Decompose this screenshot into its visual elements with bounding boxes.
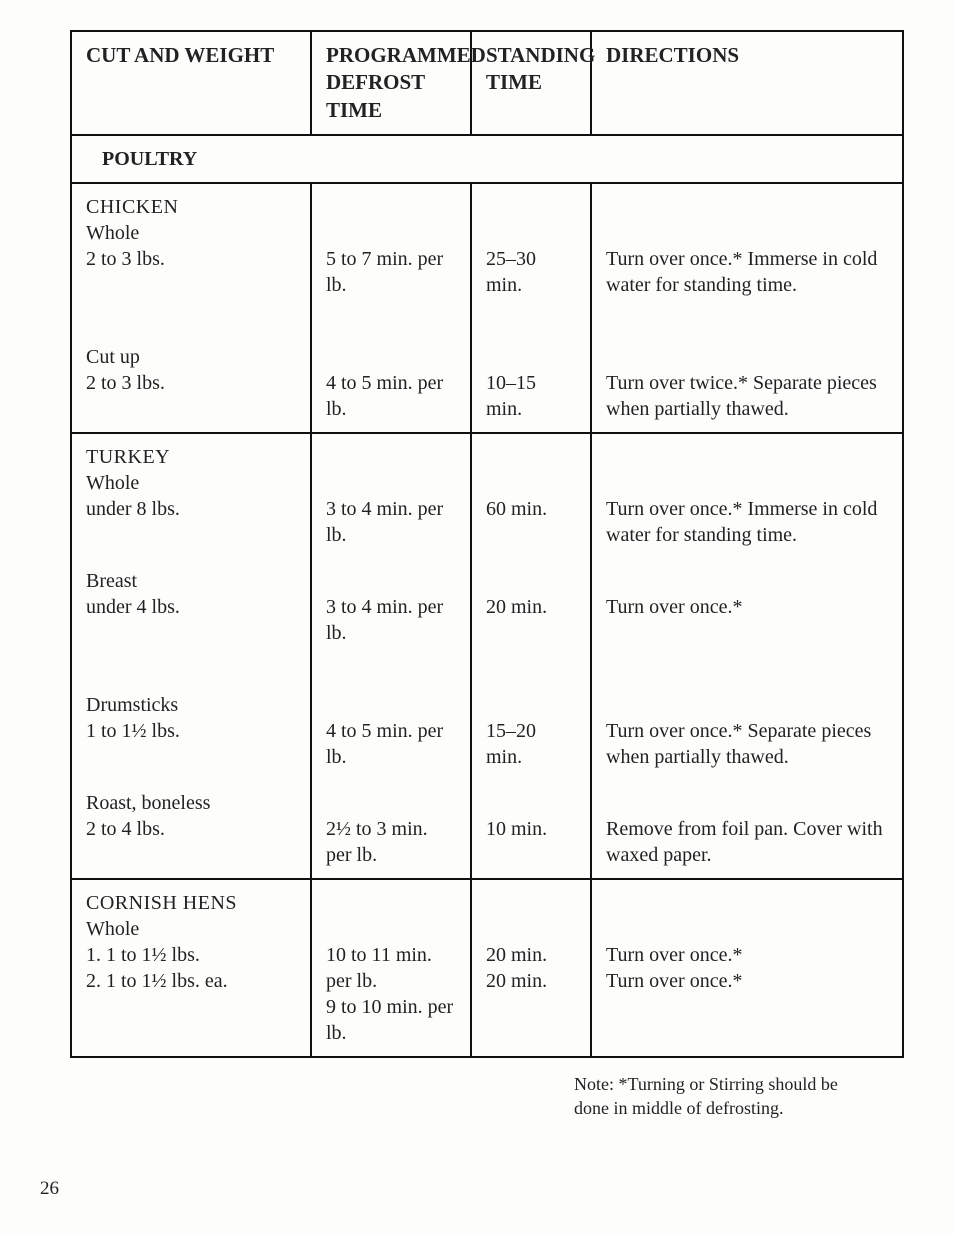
header-defrost-line1: PROGRAMMED	[326, 43, 486, 67]
directions-cell: Turn over once.*	[591, 558, 903, 656]
header-defrost: PROGRAMMED DEFROST TIME	[311, 31, 471, 135]
table-row: CHICKEN Whole 2 to 3 lbs. 5 to 7 min. pe…	[71, 183, 903, 308]
standing-value: 10 min.	[486, 818, 547, 840]
directions-text: Turn over once.* Separate pieces when pa…	[606, 720, 871, 768]
table-row: TURKEY Whole under 8 lbs. 3 to 4 min. pe…	[71, 433, 903, 558]
item-weight: 2 to 3 lbs.	[86, 248, 165, 270]
standing-value-2: 20 min.	[486, 970, 547, 992]
standing-cell: 20 min.	[471, 558, 591, 656]
directions-cell: Turn over once.* Immerse in cold water f…	[591, 433, 903, 558]
cut-cell: Cut up 2 to 3 lbs.	[71, 308, 311, 433]
footnote: Note: *Turning or Stirring should be don…	[574, 1072, 844, 1121]
directions-cell: Turn over twice.* Separate pieces when p…	[591, 308, 903, 433]
defrost-value: 4 to 5 min. per lb.	[326, 372, 443, 420]
item-name: Cut up	[86, 346, 140, 368]
directions-cell: Remove from foil pan. Cover with waxed p…	[591, 780, 903, 879]
table-row: CORNISH HENS Whole 1. 1 to 1½ lbs. 2. 1 …	[71, 879, 903, 1057]
item-weight: 2 to 4 lbs.	[86, 818, 165, 840]
header-defrost-line2: DEFROST TIME	[326, 70, 425, 121]
table-row: Breast under 4 lbs. 3 to 4 min. per lb. …	[71, 558, 903, 656]
cut-cell: CHICKEN Whole 2 to 3 lbs.	[71, 183, 311, 308]
defrost-value: 4 to 5 min. per lb.	[326, 720, 443, 768]
defrost-cell: 4 to 5 min. per lb.	[311, 656, 471, 780]
item-weight: under 4 lbs.	[86, 596, 180, 618]
standing-cell: 25–30 min.	[471, 183, 591, 308]
header-standing-line2: TIME	[486, 70, 542, 94]
directions-text: Remove from foil pan. Cover with waxed p…	[606, 818, 883, 866]
item-weight: 1 to 1½ lbs.	[86, 720, 180, 742]
cut-cell: Drumsticks 1 to 1½ lbs.	[71, 656, 311, 780]
standing-value: 25–30 min.	[486, 248, 536, 296]
section-label: POULTRY	[71, 135, 903, 183]
item-name: Drumsticks	[86, 694, 178, 716]
directions-text: Turn over once.* Immerse in cold water f…	[606, 498, 877, 546]
table-row: Drumsticks 1 to 1½ lbs. 4 to 5 min. per …	[71, 656, 903, 780]
defrost-value-1: 10 to 11 min. per lb.	[326, 944, 432, 992]
item-name: Whole	[86, 472, 139, 494]
defrost-cell: 10 to 11 min. per lb. 9 to 10 min. per l…	[311, 879, 471, 1057]
item-name: Whole	[86, 222, 139, 244]
cut-cell: Roast, boneless 2 to 4 lbs.	[71, 780, 311, 879]
directions-text: Turn over twice.* Separate pieces when p…	[606, 372, 877, 420]
standing-cell: 60 min.	[471, 433, 591, 558]
header-directions: DIRECTIONS	[591, 31, 903, 135]
cut-cell: TURKEY Whole under 8 lbs.	[71, 433, 311, 558]
defrost-table: CUT AND WEIGHT PROGRAMMED DEFROST TIME S…	[70, 30, 904, 1058]
defrost-cell: 4 to 5 min. per lb.	[311, 308, 471, 433]
directions-text: Turn over once.*	[606, 596, 742, 618]
defrost-value: 5 to 7 min. per lb.	[326, 248, 443, 296]
item-name: Roast, boneless	[86, 792, 210, 814]
group-head: TURKEY	[86, 446, 170, 468]
directions-text-2: Turn over once.*	[606, 970, 742, 992]
section-row: POULTRY	[71, 135, 903, 183]
directions-text: Turn over once.* Immerse in cold water f…	[606, 248, 877, 296]
defrost-value: 3 to 4 min. per lb.	[326, 498, 443, 546]
standing-cell: 10 min.	[471, 780, 591, 879]
item-weight: under 8 lbs.	[86, 498, 180, 520]
directions-cell: Turn over once.* Turn over once.*	[591, 879, 903, 1057]
footnote-line2: done in middle of defrosting.	[574, 1098, 783, 1118]
standing-value: 20 min.	[486, 596, 547, 618]
footnote-line1: Note: *Turning or Stirring should be	[574, 1074, 838, 1094]
item-weight-2: 2. 1 to 1½ lbs. ea.	[86, 970, 228, 992]
directions-cell: Turn over once.* Immerse in cold water f…	[591, 183, 903, 308]
table-header: CUT AND WEIGHT PROGRAMMED DEFROST TIME S…	[71, 31, 903, 135]
standing-value-1: 20 min.	[486, 944, 547, 966]
defrost-cell: 5 to 7 min. per lb.	[311, 183, 471, 308]
group-head: CHICKEN	[86, 196, 178, 218]
standing-value: 60 min.	[486, 498, 547, 520]
item-name: Whole	[86, 918, 139, 940]
directions-cell: Turn over once.* Separate pieces when pa…	[591, 656, 903, 780]
standing-cell: 10–15 min.	[471, 308, 591, 433]
page-number: 26	[40, 1178, 59, 1200]
standing-cell: 15–20 min.	[471, 656, 591, 780]
standing-value: 15–20 min.	[486, 720, 536, 768]
page: CUT AND WEIGHT PROGRAMMED DEFROST TIME S…	[0, 0, 954, 1235]
header-standing-line1: STANDING	[486, 43, 595, 67]
group-head: CORNISH HENS	[86, 892, 237, 914]
defrost-cell: 3 to 4 min. per lb.	[311, 433, 471, 558]
header-standing: STANDING TIME	[471, 31, 591, 135]
standing-cell: 20 min. 20 min.	[471, 879, 591, 1057]
defrost-value: 2½ to 3 min. per lb.	[326, 818, 428, 866]
defrost-cell: 3 to 4 min. per lb.	[311, 558, 471, 656]
table-row: Cut up 2 to 3 lbs. 4 to 5 min. per lb. 1…	[71, 308, 903, 433]
table-body: POULTRY CHICKEN Whole 2 to 3 lbs. 5 to 7…	[71, 135, 903, 1057]
header-cut: CUT AND WEIGHT	[71, 31, 311, 135]
item-weight-1: 1. 1 to 1½ lbs.	[86, 944, 200, 966]
item-weight: 2 to 3 lbs.	[86, 372, 165, 394]
cut-cell: Breast under 4 lbs.	[71, 558, 311, 656]
table-row: Roast, boneless 2 to 4 lbs. 2½ to 3 min.…	[71, 780, 903, 879]
directions-text-1: Turn over once.*	[606, 944, 742, 966]
defrost-value: 3 to 4 min. per lb.	[326, 596, 443, 644]
item-name: Breast	[86, 570, 137, 592]
cut-cell: CORNISH HENS Whole 1. 1 to 1½ lbs. 2. 1 …	[71, 879, 311, 1057]
defrost-cell: 2½ to 3 min. per lb.	[311, 780, 471, 879]
standing-value: 10–15 min.	[486, 372, 536, 420]
defrost-value-2: 9 to 10 min. per lb.	[326, 996, 453, 1044]
